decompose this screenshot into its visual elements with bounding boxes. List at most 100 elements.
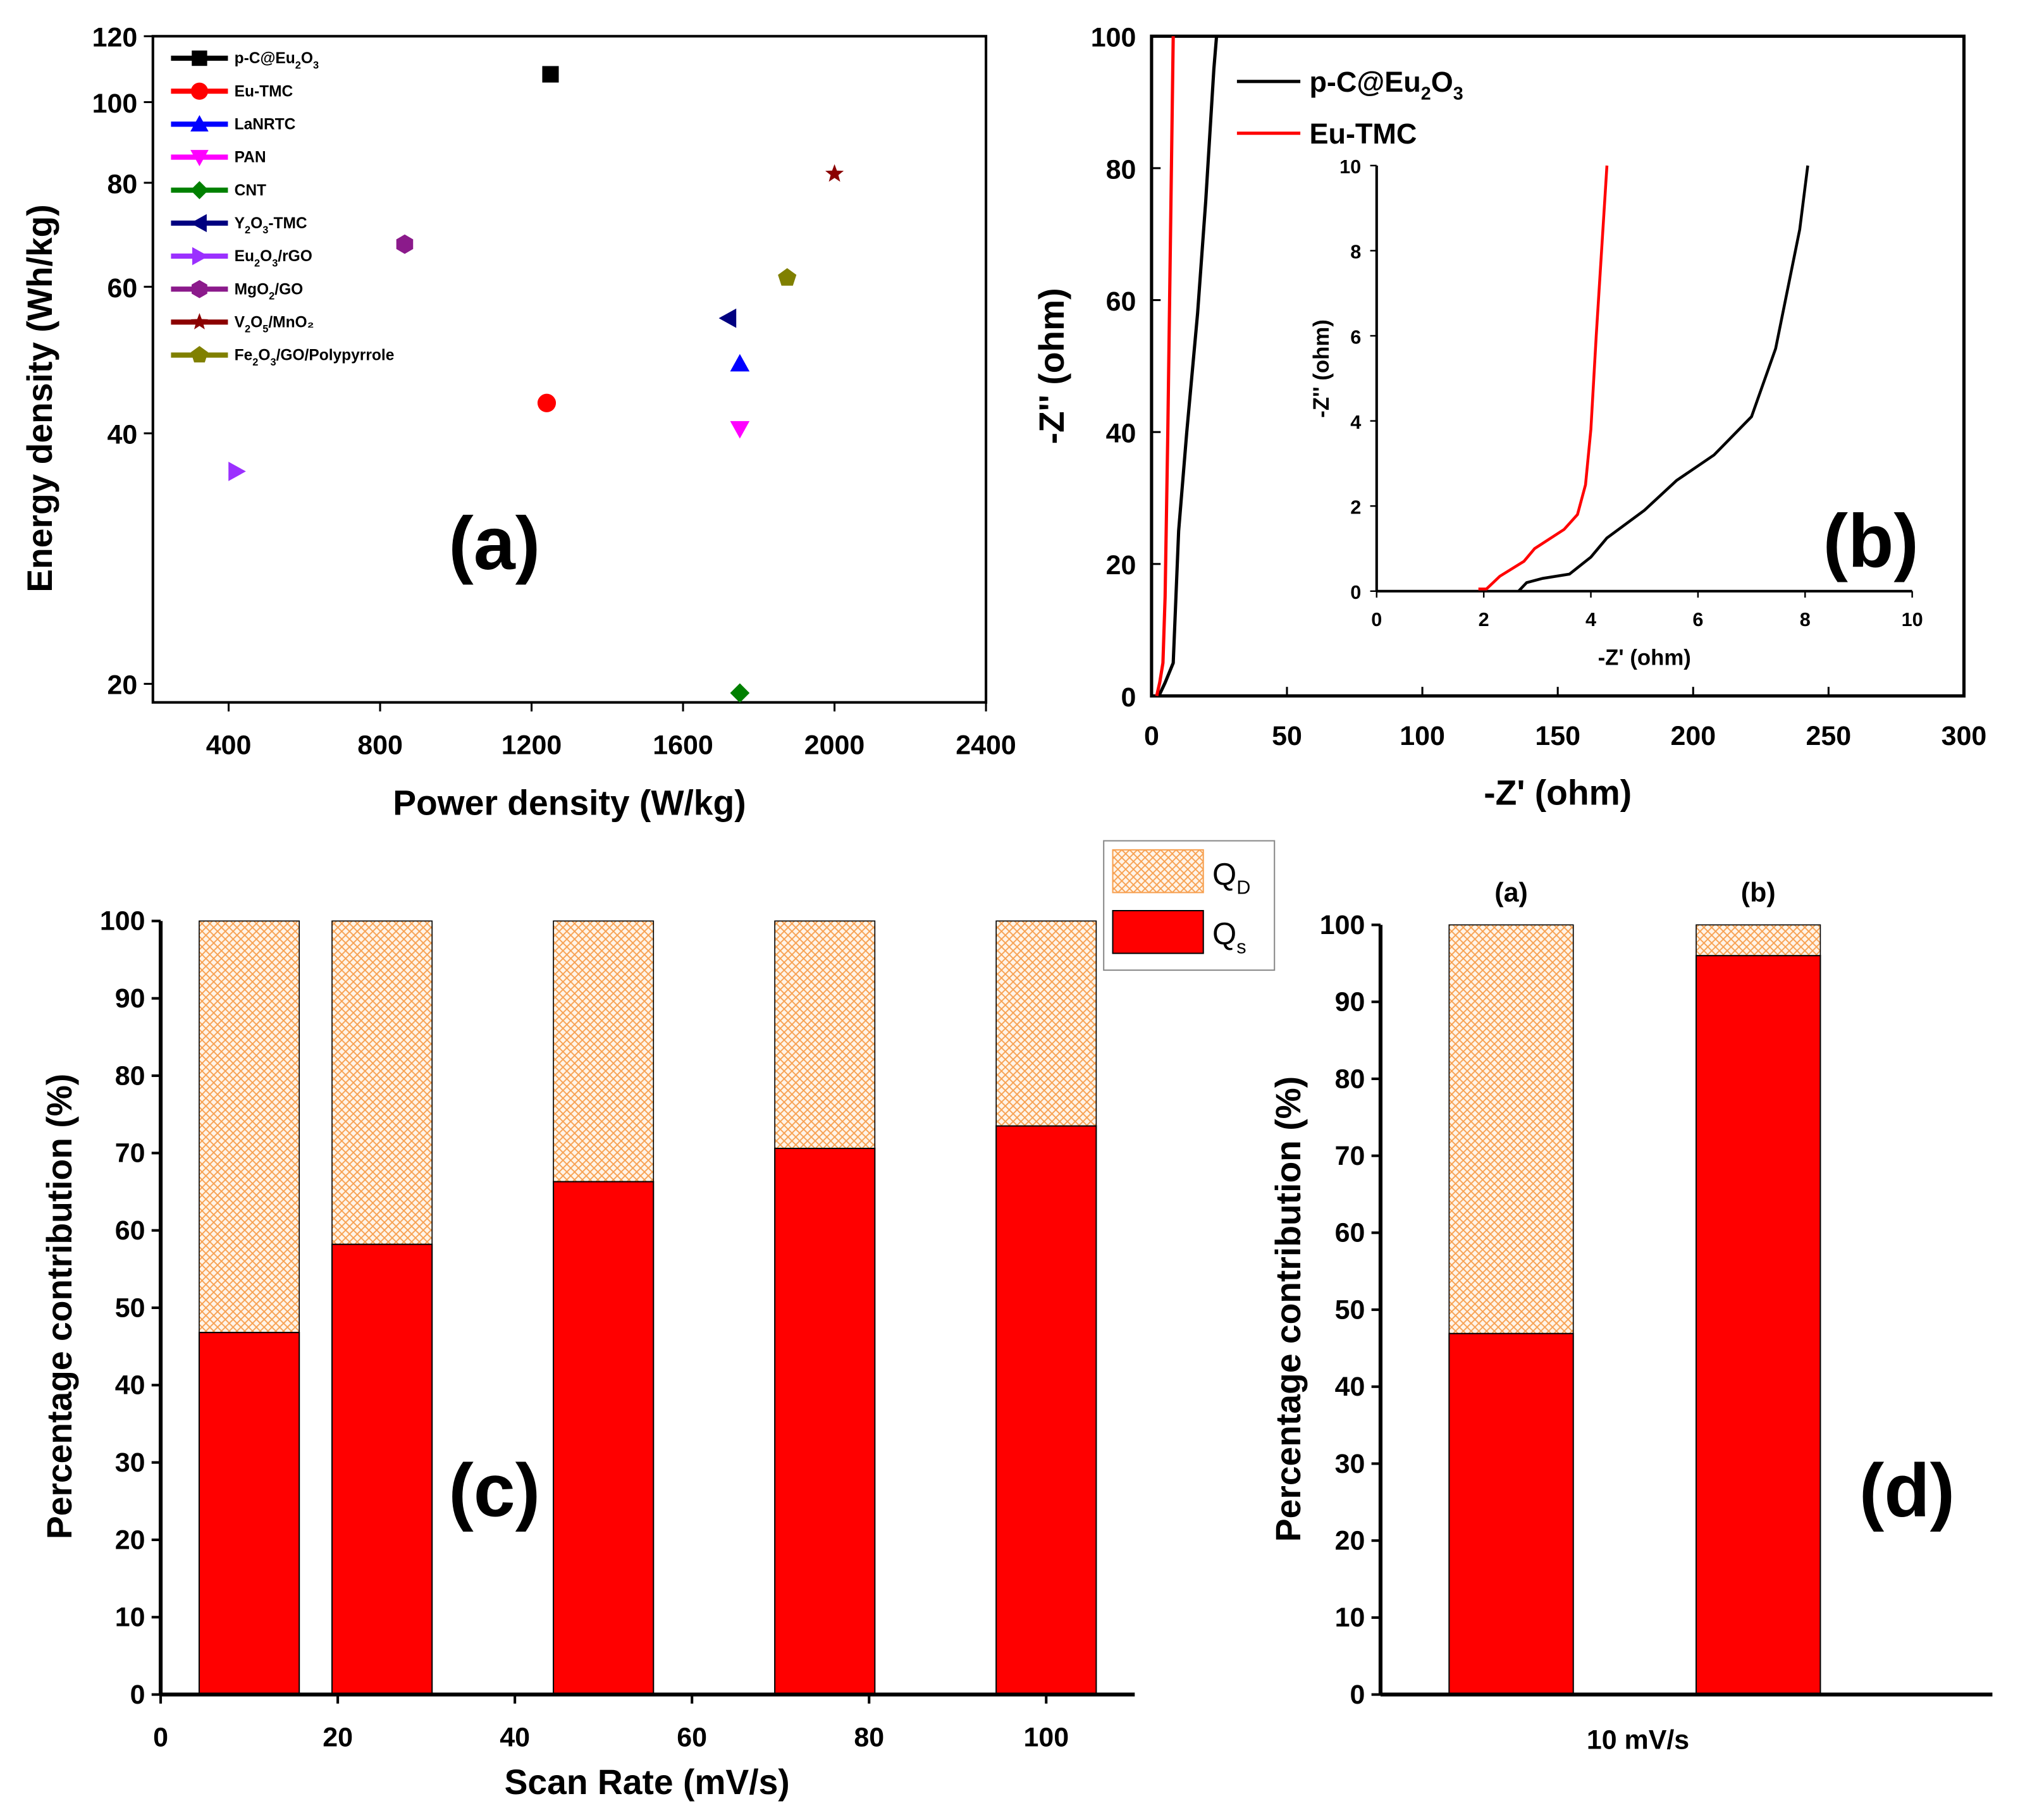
legend-label: Eu-TMC [1309, 118, 1417, 150]
inset-x-tick-label: 4 [1585, 608, 1596, 630]
y-tick-label: 30 [115, 1448, 145, 1478]
legend-label-qd: QD [1212, 858, 1250, 898]
inset-x-axis-label: -Z' (ohm) [1598, 646, 1691, 670]
bar-qs [774, 1147, 876, 1695]
legend-label-part: CNT [235, 182, 266, 199]
marker-square [542, 66, 559, 83]
y-tick-label: 90 [1335, 987, 1365, 1018]
y-axis-label: Energy density (Wh/kg) [20, 204, 59, 593]
legend-label-part: O [260, 248, 272, 265]
marker-triangle-right [228, 462, 246, 481]
legend-label-part: /MnO₂ [268, 314, 314, 331]
marker-pentagon [778, 267, 797, 286]
y-tick-label: 120 [92, 23, 138, 53]
bar-qs [553, 1181, 655, 1695]
legend-label-part: 3 [1453, 84, 1463, 104]
x-tick-label: 80 [854, 1722, 884, 1752]
series-line [1157, 36, 1219, 697]
legend-label-part: p-C@Eu [235, 50, 295, 67]
y-tick-label: 80 [1106, 154, 1136, 185]
inset-x-tick-label: 8 [1800, 608, 1811, 630]
marker-circle [190, 82, 209, 100]
x-tick-label: 1200 [502, 730, 562, 761]
x-tick-label: 2400 [956, 730, 1016, 761]
bar-qd [199, 920, 300, 1333]
legend-label-part: Eu-TMC [1309, 118, 1417, 150]
x-tick-label: 100 [1023, 1722, 1069, 1752]
marker-star [825, 164, 844, 182]
y-tick-label: 10 [1335, 1602, 1365, 1633]
bar-qs [331, 1243, 433, 1695]
inset-plot: 0 2 4 6 8 10 0 2 4 6 8 10 -Z' (ohm) -Z'' (ohm) [1310, 156, 1923, 670]
y-tick-label: 50 [115, 1293, 145, 1323]
legend-label: p-C@Eu2O3 [235, 50, 319, 71]
panel-c-scan-rate-bars: 0 10 20 30 40 50 60 70 80 90 100 0 20 40 60 80 100 QD Qs… [40, 840, 1276, 1802]
x-tick-label: 300 [1942, 721, 1987, 751]
y-axis-label: Percentage contribution (%) [1269, 1076, 1308, 1542]
inset-x-tick-label: 10 [1902, 608, 1923, 630]
bar-qd [1448, 924, 1574, 1334]
marker-circle [537, 393, 557, 412]
y-tick-label: 60 [1335, 1218, 1365, 1248]
x-tick-label: 1600 [653, 730, 713, 761]
y-tick-label: 40 [115, 1370, 145, 1401]
marker-triangle-left [190, 214, 207, 233]
marker-triangle-left [718, 308, 737, 328]
inset-x-tick-label: 2 [1479, 608, 1489, 630]
x-tick-label: 0 [1144, 721, 1159, 751]
x-axis-label: -Z' (ohm) [1484, 773, 1632, 812]
x-tick-label: 0 [153, 1722, 168, 1752]
y-tick-label: 60 [1106, 286, 1136, 317]
y-tick-label: 70 [115, 1138, 145, 1169]
inset-x-tick-label: 6 [1692, 608, 1703, 630]
y-tick-label: 30 [1335, 1449, 1365, 1479]
panel-label: (c) [448, 1449, 540, 1532]
y-tick-label: 60 [107, 273, 137, 304]
bar-category-label: (a) [1494, 878, 1527, 908]
legend-label: LaNRTC [235, 116, 296, 133]
x-tick-label: 250 [1806, 721, 1852, 751]
y-tick-label: 20 [1106, 550, 1136, 581]
legend-label: Eu2O3/rGO [235, 248, 312, 269]
panel-label: (b) [1823, 500, 1918, 583]
y-tick-label: 20 [107, 670, 137, 701]
bar-qd [995, 920, 1097, 1127]
y-tick-label: 40 [107, 420, 137, 450]
legend-label-part: Y [235, 215, 245, 232]
panel-label: (d) [1859, 1449, 1955, 1532]
legend-label-part: 2 [245, 224, 250, 236]
legend-label: V2O5/MnO₂ [235, 314, 314, 335]
bar-qs [198, 1332, 300, 1695]
y-tick-label: 90 [115, 983, 145, 1014]
plot-frame [151, 35, 988, 704]
y-axis-label: Percentage contribution (%) [40, 1074, 79, 1539]
marker-hexagon [192, 280, 207, 298]
y-tick-label: 0 [1350, 1680, 1365, 1710]
legend-label-part: 5 [262, 324, 268, 335]
legend-label-part: /GO [274, 281, 303, 298]
legend-label-part: 2 [295, 59, 301, 71]
inset-y-tick-label: 0 [1350, 581, 1361, 603]
legend-label-part: p-C@Eu [1309, 66, 1420, 98]
legend-label-part: 2 [269, 291, 274, 302]
legend-label-part: 2 [254, 257, 260, 269]
marker-triangle-down [190, 150, 209, 166]
legend: p-C@Eu2O3 Eu-TMC [1236, 66, 1463, 150]
x-tick-label: 100 [1400, 721, 1445, 751]
legend-label-part: O [258, 347, 270, 364]
inset-y-tick-label: 2 [1350, 496, 1361, 518]
x-axis-label: Power density (W/kg) [393, 784, 746, 823]
y-tick-label: 70 [1335, 1141, 1365, 1171]
series-line [1155, 36, 1175, 697]
panel-label: (a) [448, 502, 540, 586]
panel-d-10mvs-bars: 0 10 20 30 40 50 60 70 80 90 100 (a) (b) (d) 10 mV/s… [1269, 878, 1993, 1755]
x-tick-label: 800 [357, 730, 403, 761]
inset-y-tick-label: 6 [1350, 326, 1361, 348]
legend-label-part: O [301, 50, 313, 67]
bar-qs [995, 1125, 1097, 1695]
marker-pentagon [190, 346, 209, 363]
y-tick-label: 40 [1106, 419, 1136, 449]
x-tick-label: 60 [677, 1722, 707, 1752]
